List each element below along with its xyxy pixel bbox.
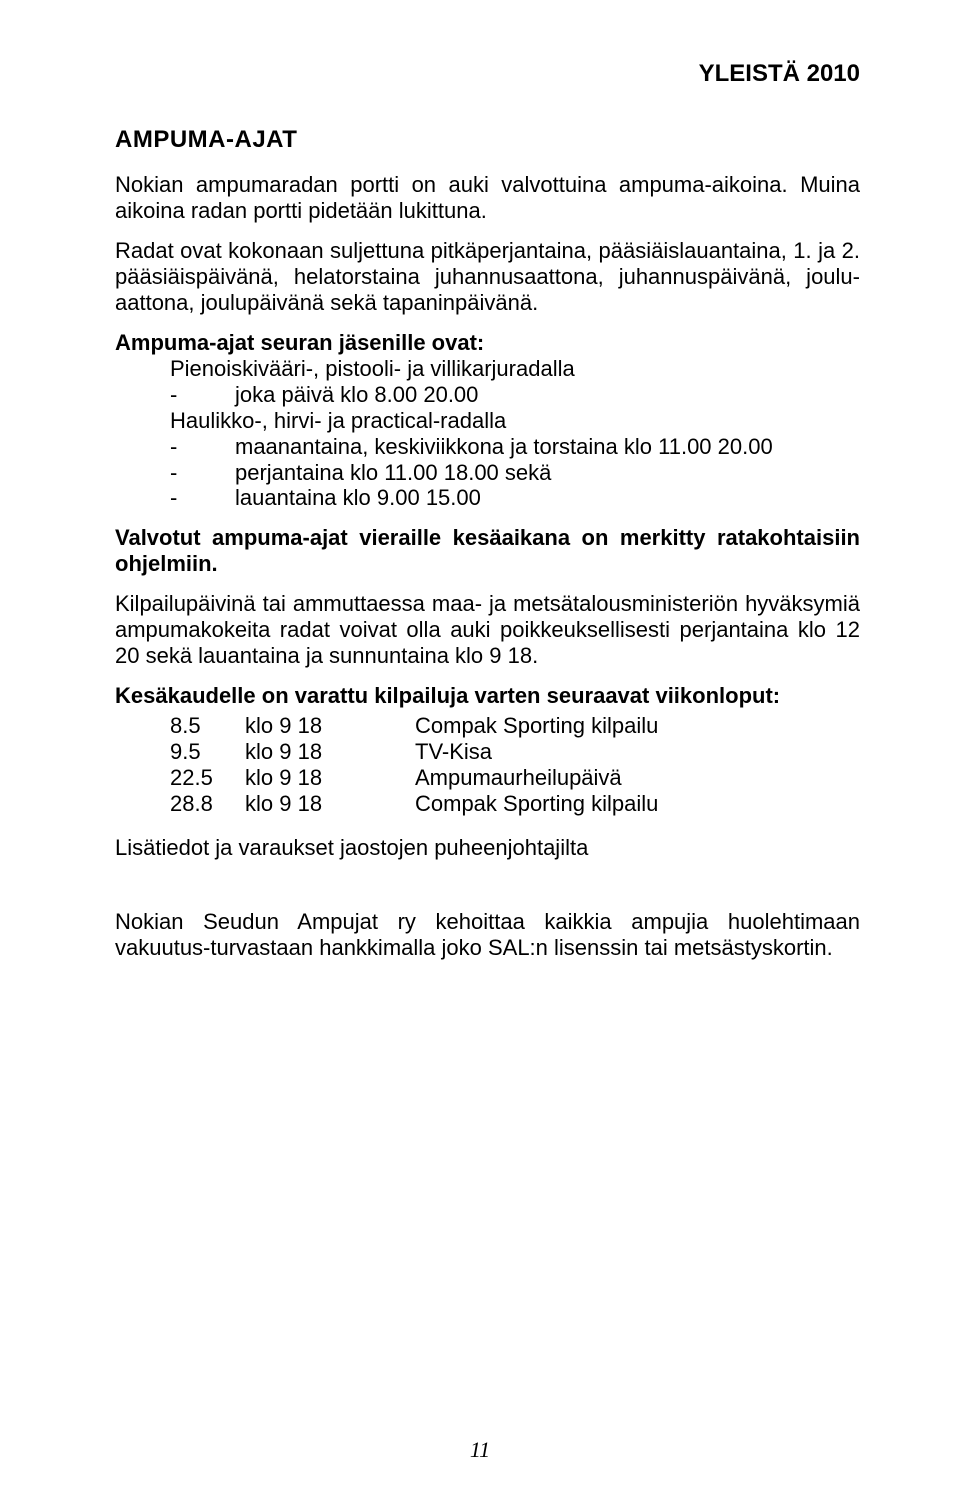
paragraph-vakuutus: Nokian Seudun Ampujat ry kehoittaa kaikk…: [115, 909, 860, 961]
page-header-right: YLEISTÄ 2010: [115, 60, 860, 88]
schedule-row: 22.5 klo 9 18 Ampumaurheilupäivä: [170, 765, 860, 791]
schedule-time: klo 9 18: [245, 765, 415, 791]
list-dash: -: [170, 460, 235, 486]
schedule-name: Compak Sporting kilpailu: [415, 713, 860, 739]
schedule-time: klo 9 18: [245, 791, 415, 817]
list-item: - lauantaina klo 9.00 15.00: [170, 485, 860, 511]
list-text: perjantaina klo 11.00 18.00 sekä: [235, 460, 860, 486]
members-heading: Ampuma-ajat seuran jäsenille ovat:: [115, 330, 860, 356]
document-page: YLEISTÄ 2010 AMPUMA-AJAT Nokian ampumara…: [0, 0, 960, 1505]
paragraph-intro-1: Nokian ampumaradan portti on auki valvot…: [115, 172, 860, 224]
schedule-time: klo 9 18: [245, 739, 415, 765]
list-item: - maanantaina, keskiviikkona ja torstain…: [170, 434, 860, 460]
list-text: lauantaina klo 9.00 15.00: [235, 485, 860, 511]
list-text: maanantaina, keskiviikkona ja torstaina …: [235, 434, 860, 460]
list-item: - perjantaina klo 11.00 18.00 sekä: [170, 460, 860, 486]
section-title: AMPUMA-AJAT: [115, 126, 860, 154]
paragraph-kesakaudelle: Kesäkaudelle on varattu kilpailuja varte…: [115, 683, 860, 709]
paragraph-lisatiedot: Lisätiedot ja varaukset jaostojen puheen…: [115, 835, 860, 861]
members-block-1: Pienoiskivääri-, pistooli- ja villikarju…: [170, 356, 860, 512]
list-item: - joka päivä klo 8.00 20.00: [170, 382, 860, 408]
schedule-row: 8.5 klo 9 18 Compak Sporting kilpailu: [170, 713, 860, 739]
list-dash: -: [170, 382, 235, 408]
schedule-date: 28.8: [170, 791, 245, 817]
list-dash: -: [170, 434, 235, 460]
schedule-name: TV-Kisa: [415, 739, 860, 765]
schedule-block: 8.5 klo 9 18 Compak Sporting kilpailu 9.…: [170, 713, 860, 817]
schedule-name: Compak Sporting kilpailu: [415, 791, 860, 817]
paragraph-kilpailu: Kilpailupäivinä tai ammuttaessa maa- ja …: [115, 591, 860, 669]
members-subhead-1: Pienoiskivääri-, pistooli- ja villikarju…: [170, 356, 860, 382]
paragraph-valvotut: Valvotut ampuma-ajat vieraille kesäaikan…: [115, 525, 860, 577]
list-dash: -: [170, 485, 235, 511]
list-text: joka päivä klo 8.00 20.00: [235, 382, 860, 408]
schedule-time: klo 9 18: [245, 713, 415, 739]
schedule-date: 22.5: [170, 765, 245, 791]
schedule-name: Ampumaurheilupäivä: [415, 765, 860, 791]
spacer: [115, 875, 860, 909]
schedule-row: 9.5 klo 9 18 TV-Kisa: [170, 739, 860, 765]
schedule-date: 9.5: [170, 739, 245, 765]
paragraph-intro-2: Radat ovat kokonaan suljettuna pitkäperj…: [115, 238, 860, 316]
schedule-row: 28.8 klo 9 18 Compak Sporting kilpailu: [170, 791, 860, 817]
schedule-date: 8.5: [170, 713, 245, 739]
members-subhead-2: Haulikko-, hirvi- ja practical-radalla: [170, 408, 860, 434]
page-number: 11: [0, 1437, 960, 1463]
